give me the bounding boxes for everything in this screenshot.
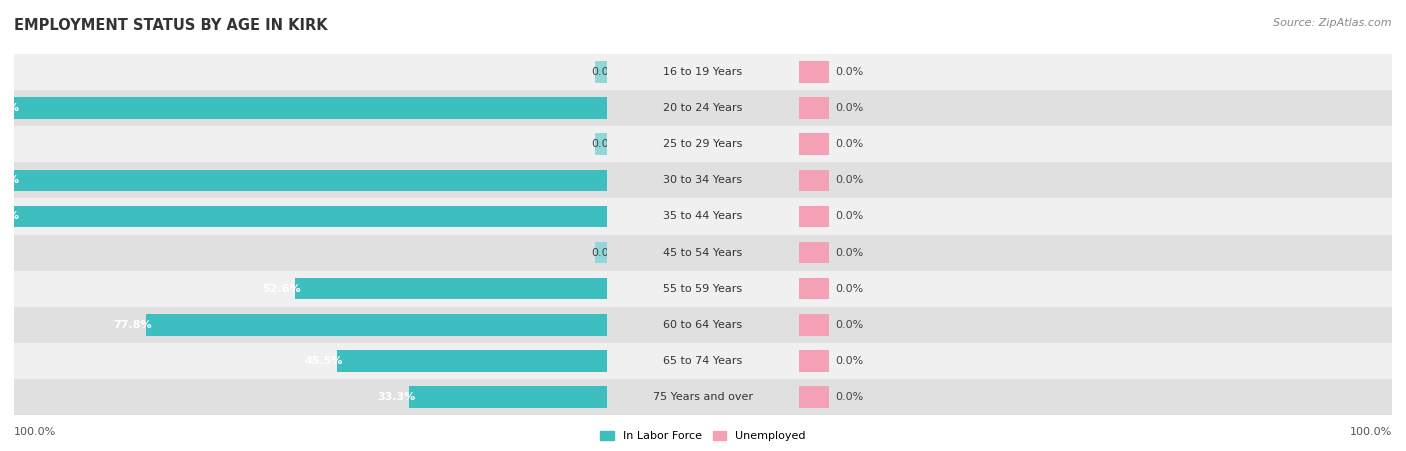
Text: 52.6%: 52.6% (262, 284, 301, 294)
Bar (14, 206, 606, 227)
Text: 0.0%: 0.0% (835, 212, 863, 221)
Bar (606, 126, 800, 162)
Bar (595, 61, 606, 83)
Text: 0.0%: 0.0% (835, 320, 863, 330)
Bar (800, 350, 830, 372)
Bar (0, 235, 1406, 271)
Text: 0.0%: 0.0% (835, 392, 863, 402)
Bar (606, 54, 800, 90)
Bar (14, 170, 606, 191)
Bar (606, 162, 800, 198)
Text: 0.0%: 0.0% (835, 356, 863, 366)
Text: 16 to 19 Years: 16 to 19 Years (664, 67, 742, 77)
Bar (295, 278, 606, 299)
Text: 0.0%: 0.0% (835, 248, 863, 258)
Bar (0, 235, 1406, 271)
Bar (606, 271, 800, 307)
Bar (0, 307, 1406, 343)
Bar (0, 235, 1406, 271)
Bar (0, 162, 1406, 198)
Text: 0.0%: 0.0% (835, 175, 863, 185)
Bar (800, 170, 830, 191)
Bar (800, 242, 830, 263)
Bar (606, 307, 800, 343)
Text: Source: ZipAtlas.com: Source: ZipAtlas.com (1274, 18, 1392, 28)
Bar (0, 379, 1406, 415)
Text: 0.0%: 0.0% (592, 67, 620, 77)
Text: 100.0%: 100.0% (0, 175, 20, 185)
Text: 30 to 34 Years: 30 to 34 Years (664, 175, 742, 185)
Bar (0, 307, 1406, 343)
Bar (0, 90, 1406, 126)
Text: 0.0%: 0.0% (835, 139, 863, 149)
Bar (0, 343, 1406, 379)
Bar (0, 126, 1406, 162)
Text: 0.0%: 0.0% (592, 248, 620, 258)
Bar (606, 235, 800, 271)
Text: 33.3%: 33.3% (377, 392, 415, 402)
Text: 60 to 64 Years: 60 to 64 Years (664, 320, 742, 330)
Bar (0, 126, 1406, 162)
Text: EMPLOYMENT STATUS BY AGE IN KIRK: EMPLOYMENT STATUS BY AGE IN KIRK (14, 18, 328, 33)
Bar (800, 206, 830, 227)
Bar (0, 162, 1406, 198)
Bar (606, 198, 800, 235)
Bar (0, 162, 1406, 198)
Bar (595, 133, 606, 155)
Text: 100.0%: 100.0% (0, 212, 20, 221)
Bar (0, 307, 1406, 343)
Text: 75 Years and over: 75 Years and over (652, 392, 754, 402)
Text: 55 to 59 Years: 55 to 59 Years (664, 284, 742, 294)
Bar (0, 343, 1406, 379)
Bar (337, 350, 606, 372)
Text: 0.0%: 0.0% (835, 103, 863, 113)
Text: 77.8%: 77.8% (112, 320, 152, 330)
Text: 45.5%: 45.5% (304, 356, 343, 366)
Bar (606, 343, 800, 379)
Text: 100.0%: 100.0% (0, 103, 20, 113)
Bar (0, 343, 1406, 379)
Bar (0, 198, 1406, 235)
Text: 45 to 54 Years: 45 to 54 Years (664, 248, 742, 258)
Text: 35 to 44 Years: 35 to 44 Years (664, 212, 742, 221)
Bar (0, 90, 1406, 126)
Bar (0, 90, 1406, 126)
Bar (800, 133, 830, 155)
Text: 25 to 29 Years: 25 to 29 Years (664, 139, 742, 149)
Text: 0.0%: 0.0% (835, 284, 863, 294)
Bar (800, 97, 830, 119)
Text: 100.0%: 100.0% (1350, 428, 1392, 437)
Bar (409, 386, 606, 408)
Bar (0, 271, 1406, 307)
Bar (0, 198, 1406, 235)
Bar (0, 54, 1406, 90)
Legend: In Labor Force, Unemployed: In Labor Force, Unemployed (596, 426, 810, 446)
Text: 0.0%: 0.0% (592, 139, 620, 149)
Bar (0, 198, 1406, 235)
Text: 100.0%: 100.0% (14, 428, 56, 437)
Bar (606, 90, 800, 126)
Bar (0, 379, 1406, 415)
Bar (0, 379, 1406, 415)
Bar (0, 54, 1406, 90)
Text: 20 to 24 Years: 20 to 24 Years (664, 103, 742, 113)
Bar (0, 126, 1406, 162)
Bar (595, 242, 606, 263)
Bar (0, 271, 1406, 307)
Text: 0.0%: 0.0% (835, 67, 863, 77)
Bar (0, 271, 1406, 307)
Bar (800, 386, 830, 408)
Bar (14, 97, 606, 119)
Bar (606, 379, 800, 415)
Bar (800, 61, 830, 83)
Bar (0, 54, 1406, 90)
Bar (146, 314, 606, 336)
Bar (800, 278, 830, 299)
Text: 65 to 74 Years: 65 to 74 Years (664, 356, 742, 366)
Bar (800, 314, 830, 336)
